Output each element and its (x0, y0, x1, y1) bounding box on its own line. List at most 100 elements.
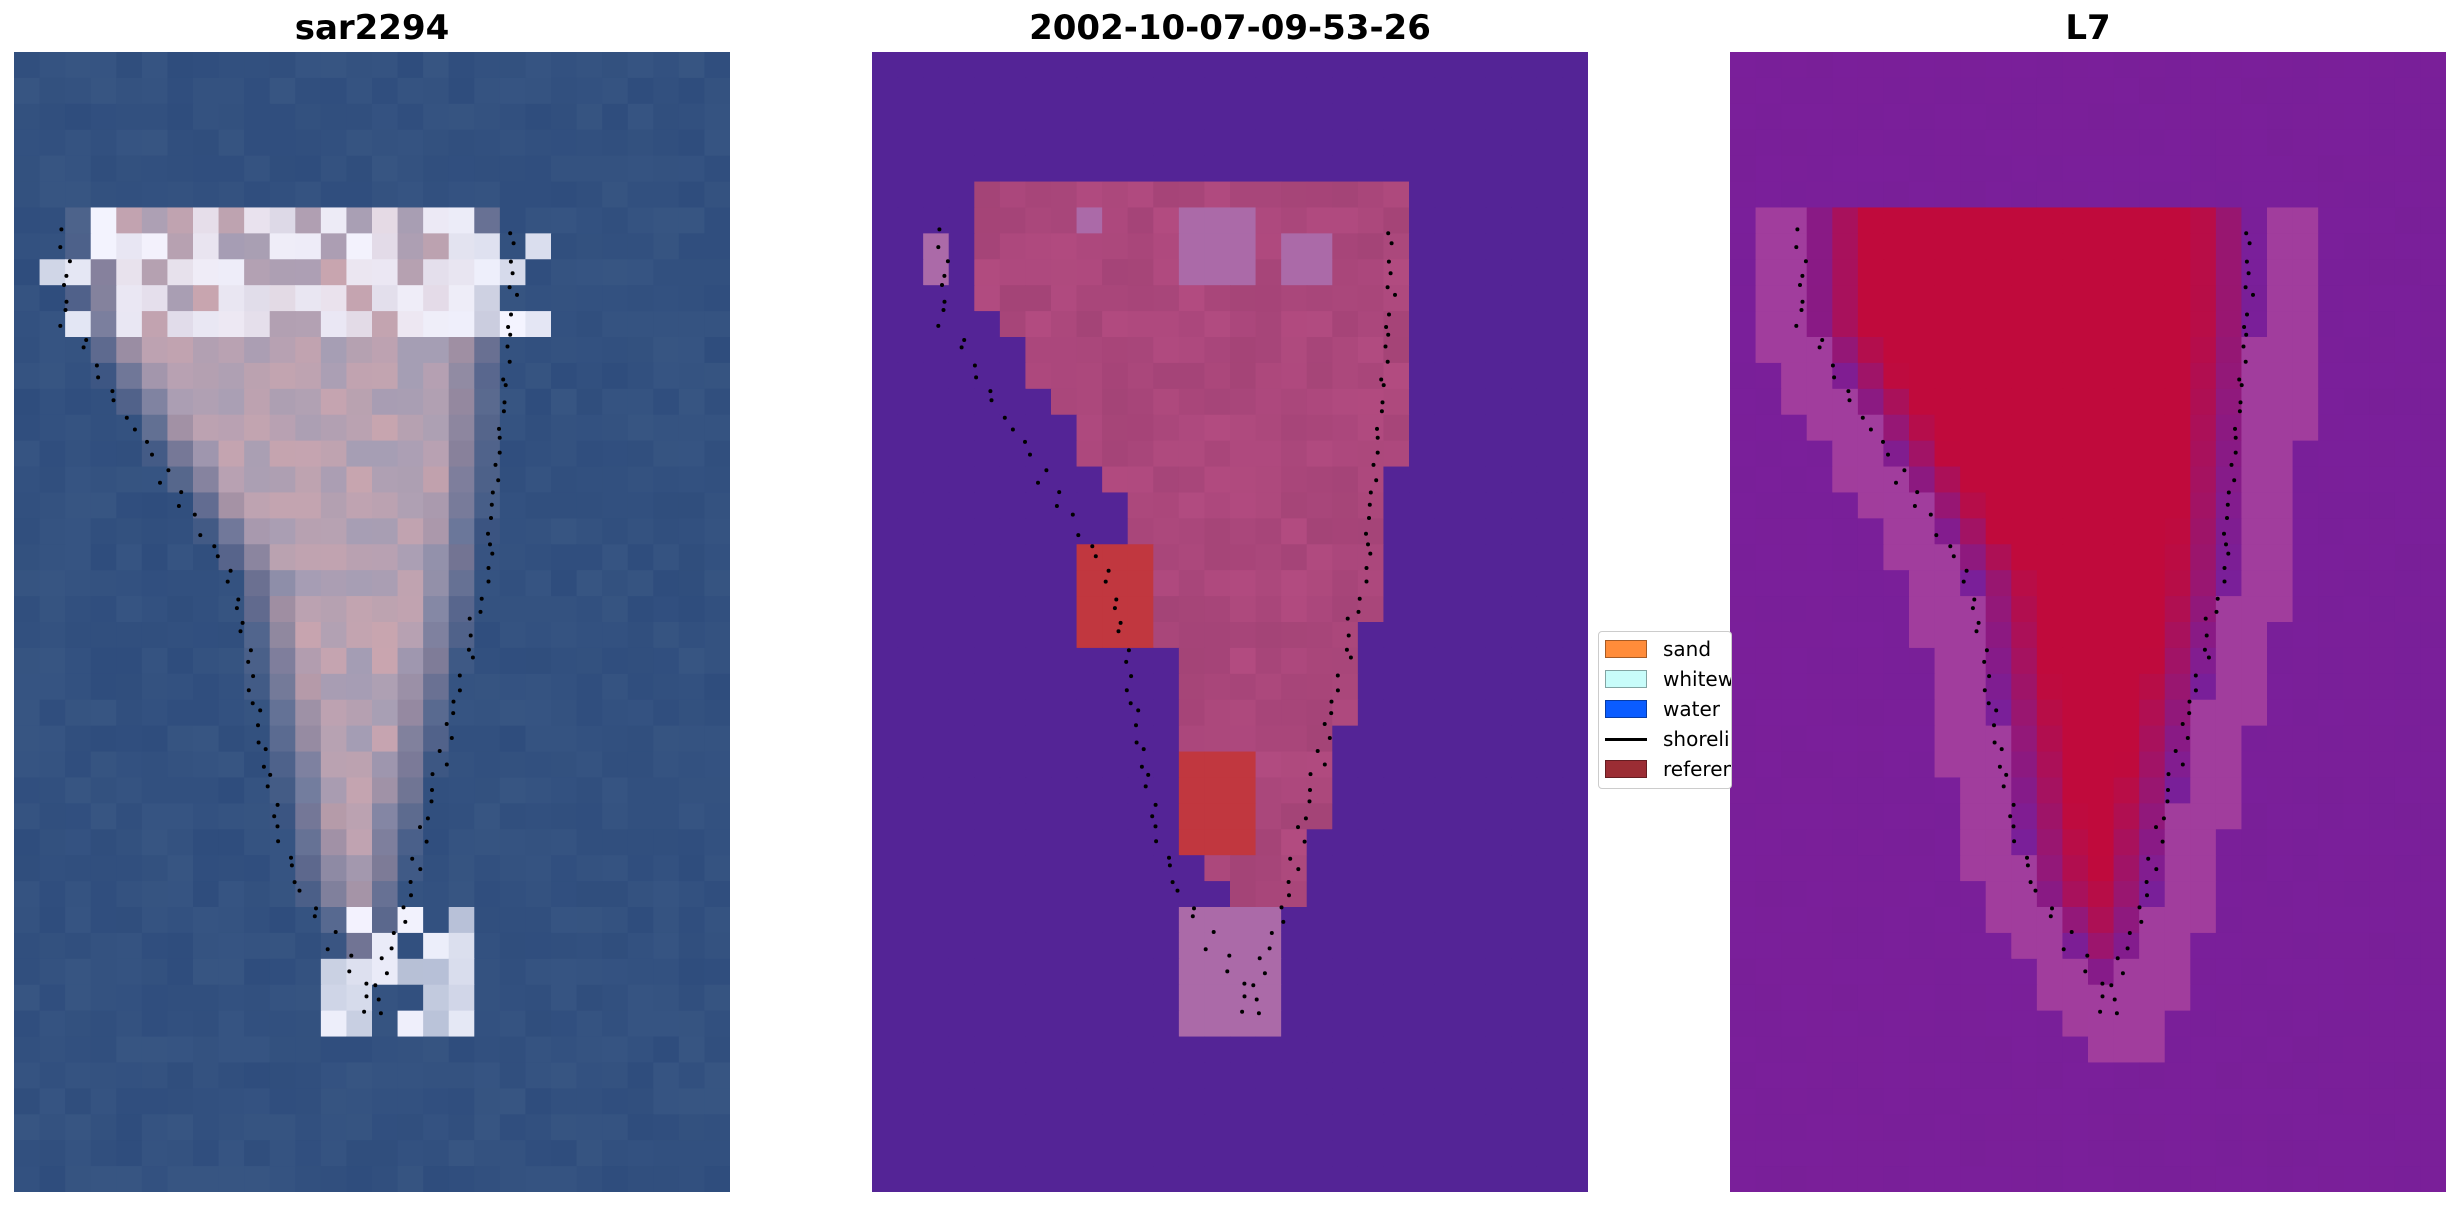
rgb-pixel (193, 492, 220, 519)
index-pixel (2369, 1114, 2396, 1141)
rgb-pixel (193, 129, 220, 157)
class-pixel (1306, 129, 1333, 157)
rgb-pixel (423, 1062, 450, 1089)
class-pixel (1332, 337, 1359, 364)
rgb-pixel (551, 129, 578, 157)
class-pixel (1357, 932, 1385, 960)
index-pixel (1781, 803, 1808, 830)
index-pixel (2190, 673, 2217, 701)
index-pixel (2113, 1010, 2140, 1038)
class-pixel (1076, 181, 1103, 209)
class-pixel (897, 337, 924, 364)
class-pixel (1511, 388, 1538, 416)
class-pixel (1204, 647, 1231, 675)
rgb-pixel (141, 647, 169, 675)
index-pixel (2139, 544, 2166, 571)
rgb-pixel (116, 1140, 143, 1167)
rgb-pixel (193, 1062, 220, 1089)
index-pixel (2011, 673, 2038, 701)
index-pixel (2267, 647, 2294, 675)
rgb-pixel (295, 285, 322, 312)
index-pixel (2139, 1114, 2166, 1141)
rgb-pixel (39, 337, 66, 364)
rgb-pixel (602, 207, 629, 234)
index-pixel (1781, 622, 1808, 649)
shoreline-point (1170, 880, 1175, 885)
class-pixel (1025, 596, 1052, 623)
index-pixel (2011, 984, 2038, 1012)
index-pixel (2190, 622, 2217, 649)
index-pixel (1960, 958, 1987, 986)
index-pixel (1857, 388, 1885, 416)
index-pixel (2420, 1114, 2446, 1141)
rgb-pixel (704, 1114, 730, 1141)
index-pixel (2036, 388, 2064, 416)
rgb-pixel (14, 1140, 41, 1167)
class-pixel (1357, 699, 1385, 727)
rgb-pixel (448, 544, 475, 571)
rgb-pixel (65, 1088, 92, 1115)
rgb-pixel (448, 751, 475, 779)
index-pixel (2190, 233, 2217, 260)
index-pixel (2420, 259, 2446, 286)
index-pixel (2139, 751, 2166, 779)
class-pixel (1102, 932, 1129, 960)
class-pixel (1204, 829, 1231, 856)
index-pixel (2267, 907, 2294, 934)
index-pixel (2369, 466, 2396, 494)
class-pixel (1025, 337, 1052, 364)
index-pixel (2369, 181, 2396, 209)
rgb-pixel (372, 751, 399, 779)
rgb-pixel (678, 1062, 706, 1089)
class-pixel (1485, 207, 1512, 234)
class-pixel (1153, 311, 1180, 338)
rgb-pixel (397, 699, 424, 727)
index-pixel (1781, 388, 1808, 416)
rgb-pixel (193, 1114, 220, 1141)
rgb-pixel (320, 907, 348, 934)
index-pixel (2292, 1010, 2319, 1038)
rgb-pixel (397, 958, 424, 986)
class-pixel (1051, 466, 1078, 494)
rgb-pixel (90, 673, 117, 701)
index-pixel (2036, 129, 2064, 157)
rgb-pixel (65, 725, 92, 753)
rgb-pixel (320, 1114, 348, 1141)
rgb-pixel (372, 855, 399, 882)
index-pixel (2011, 725, 2038, 753)
class-pixel (1281, 958, 1308, 986)
shoreline-point (2114, 1011, 2119, 1016)
rgb-pixel (65, 103, 92, 131)
class-pixel (1434, 570, 1461, 597)
rgb-pixel (499, 932, 527, 960)
rgb-pixel (704, 1088, 730, 1115)
index-pixel (1730, 544, 1757, 571)
index-pixel (2011, 855, 2038, 882)
class-pixel (1357, 647, 1385, 675)
index-pixel (2343, 829, 2370, 856)
shoreline-point (145, 439, 149, 444)
rgb-pixel (244, 77, 271, 105)
class-pixel (897, 492, 924, 519)
index-pixel (2369, 492, 2396, 519)
rgb-pixel (499, 622, 527, 649)
rgb-pixel (423, 855, 450, 882)
rgb-pixel (372, 1140, 399, 1167)
rgb-pixel (627, 440, 654, 468)
rgb-pixel (423, 907, 450, 934)
class-pixel (1127, 1088, 1154, 1115)
class-pixel (1281, 1010, 1308, 1038)
index-pixel (2318, 440, 2345, 468)
rgb-pixel (269, 1166, 296, 1192)
index-pixel (2267, 77, 2294, 105)
rgb-pixel (448, 984, 475, 1012)
rgb-pixel (653, 466, 680, 494)
class-pixel (999, 907, 1027, 934)
index-pixel (2343, 155, 2370, 183)
rgb-pixel (193, 1088, 220, 1115)
class-pixel (1281, 259, 1308, 286)
index-pixel (1857, 52, 1885, 79)
index-pixel (2292, 751, 2319, 779)
shoreline-point (1190, 914, 1195, 919)
index-pixel (2215, 1010, 2243, 1038)
